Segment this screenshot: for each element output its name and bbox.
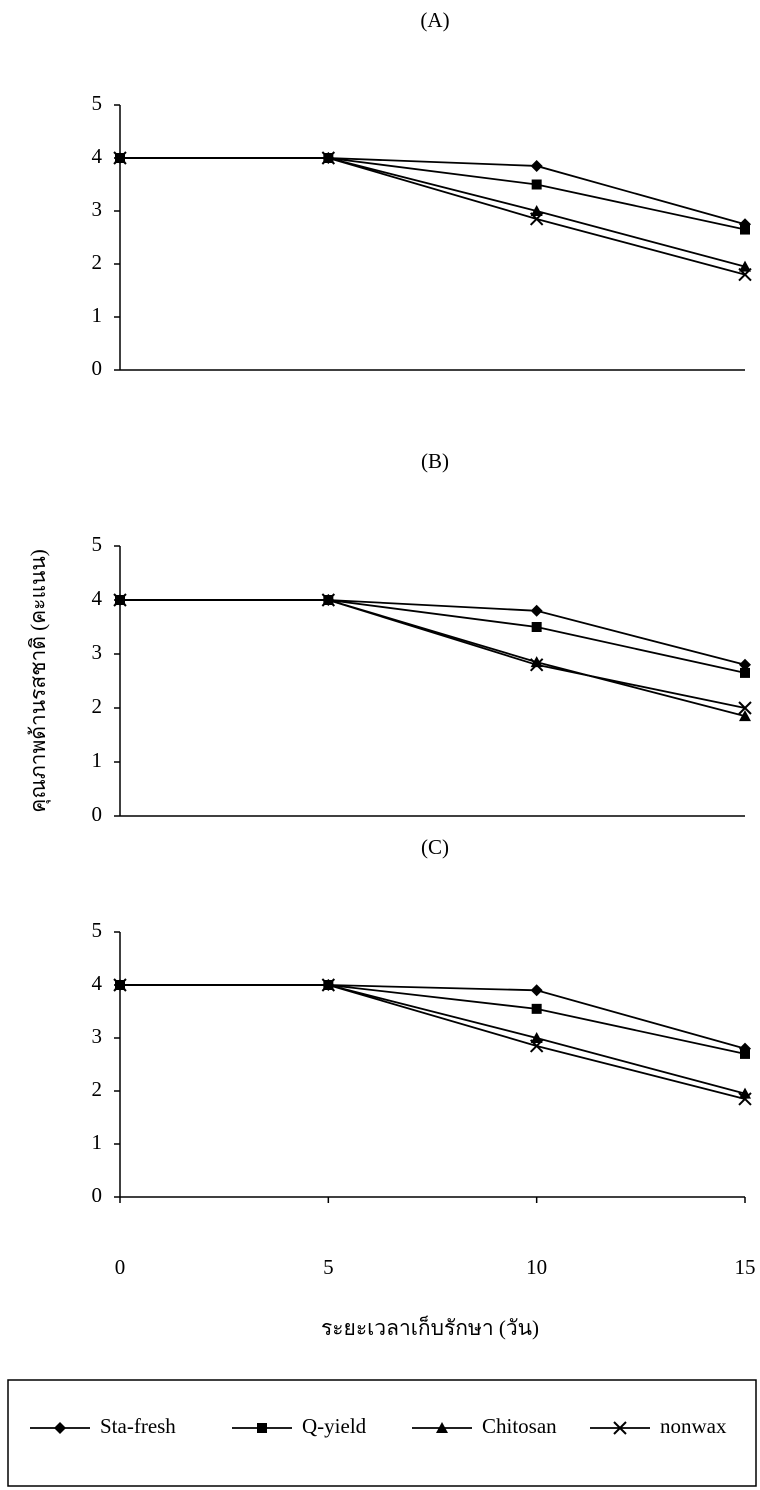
series-line [120, 600, 745, 673]
series-line [120, 985, 745, 1054]
marker [532, 622, 542, 632]
marker [740, 1049, 750, 1059]
legend-label: Sta-fresh [100, 1414, 176, 1438]
panel-title: (A) [420, 8, 449, 32]
y-tick-label: 0 [92, 1183, 103, 1207]
marker [532, 1004, 542, 1014]
marker [532, 180, 542, 190]
y-tick-label: 2 [92, 1077, 103, 1101]
x-tick-label: 0 [115, 1255, 126, 1279]
marker [531, 984, 543, 996]
y-tick-label: 5 [92, 918, 103, 942]
y-tick-label: 3 [92, 640, 103, 664]
series-line [120, 600, 745, 716]
series-line [120, 985, 745, 1099]
marker [531, 605, 543, 617]
marker [740, 225, 750, 235]
panel-title: (B) [421, 449, 449, 473]
legend-label: Q-yield [302, 1414, 367, 1438]
series-line [120, 985, 745, 1094]
series-line [120, 158, 745, 275]
y-tick-label: 3 [92, 197, 103, 221]
x-tick-label: 15 [735, 1255, 756, 1279]
y-tick-label: 5 [92, 532, 103, 556]
legend-label: nonwax [660, 1414, 727, 1438]
x-axis-label: ระยะเวลาเก็บรักษา (วัน) [321, 1314, 539, 1340]
y-tick-label: 0 [92, 356, 103, 380]
y-tick-label: 2 [92, 250, 103, 274]
x-tick-label: 5 [323, 1255, 334, 1279]
legend-label: Chitosan [482, 1414, 557, 1438]
panel-title: (C) [421, 835, 449, 859]
x-tick-label: 10 [526, 1255, 547, 1279]
y-tick-label: 4 [92, 971, 103, 995]
series-line [120, 158, 745, 230]
y-tick-label: 4 [92, 586, 103, 610]
y-tick-label: 1 [92, 1130, 103, 1154]
marker [531, 160, 543, 172]
y-tick-label: 1 [92, 303, 103, 327]
series-line [120, 158, 745, 224]
y-tick-label: 2 [92, 694, 103, 718]
y-tick-label: 0 [92, 802, 103, 826]
chart-page: (A) 0 1 2 3 4 5 (B) 0 1 2 3 4 5 คุณภาพด้านรสชาติ (คะแน… [0, 0, 760, 1490]
marker [740, 668, 750, 678]
y-tick-label: 4 [92, 144, 103, 168]
y-axis-label: คุณภาพด้านรสชาติ (คะแนน) [26, 549, 51, 812]
y-tick-label: 3 [92, 1024, 103, 1048]
y-tick-label: 5 [92, 91, 103, 115]
y-tick-label: 1 [92, 748, 103, 772]
series-line [120, 985, 745, 1049]
marker [257, 1423, 267, 1433]
